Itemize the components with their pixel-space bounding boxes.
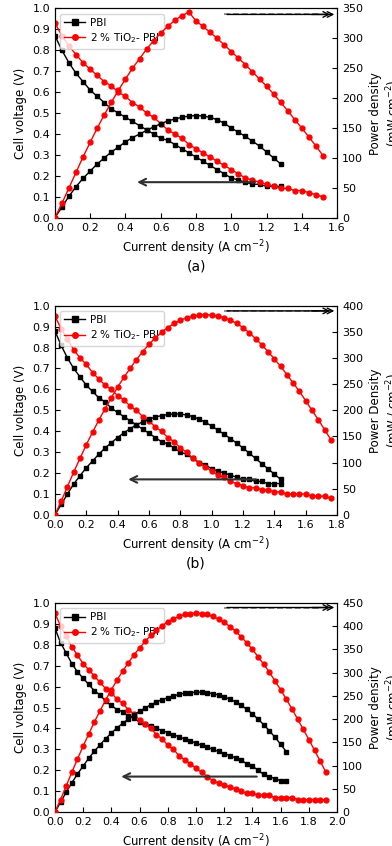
- Legend: PBI, 2 % TiO$_2$- PBI: PBI, 2 % TiO$_2$- PBI: [60, 14, 164, 49]
- X-axis label: Current density (A cm$^{-2}$): Current density (A cm$^{-2}$): [122, 239, 270, 258]
- Y-axis label: Cell voltage (V): Cell voltage (V): [14, 68, 27, 159]
- Y-axis label: Power density
(mW cm$^{-2}$): Power density (mW cm$^{-2}$): [368, 666, 392, 749]
- X-axis label: Current density (A cm$^{-2}$): Current density (A cm$^{-2}$): [122, 536, 270, 555]
- Legend: PBI, 2 % TiO$_2$- PBI: PBI, 2 % TiO$_2$- PBI: [60, 608, 164, 643]
- Y-axis label: Cell voltage (V): Cell voltage (V): [14, 662, 27, 753]
- X-axis label: Current density (A cm$^{-2}$): Current density (A cm$^{-2}$): [122, 832, 270, 846]
- Text: (a): (a): [186, 260, 206, 273]
- Y-axis label: Power Density
(mW / cm$^{-2}$): Power Density (mW / cm$^{-2}$): [368, 368, 392, 453]
- Y-axis label: Power density
(mW cm$^{-2}$): Power density (mW cm$^{-2}$): [368, 72, 392, 155]
- Legend: PBI, 2 % TiO$_2$- PBI: PBI, 2 % TiO$_2$- PBI: [60, 310, 164, 346]
- Y-axis label: Cell voltage (V): Cell voltage (V): [14, 365, 27, 456]
- Text: (b): (b): [186, 557, 206, 571]
